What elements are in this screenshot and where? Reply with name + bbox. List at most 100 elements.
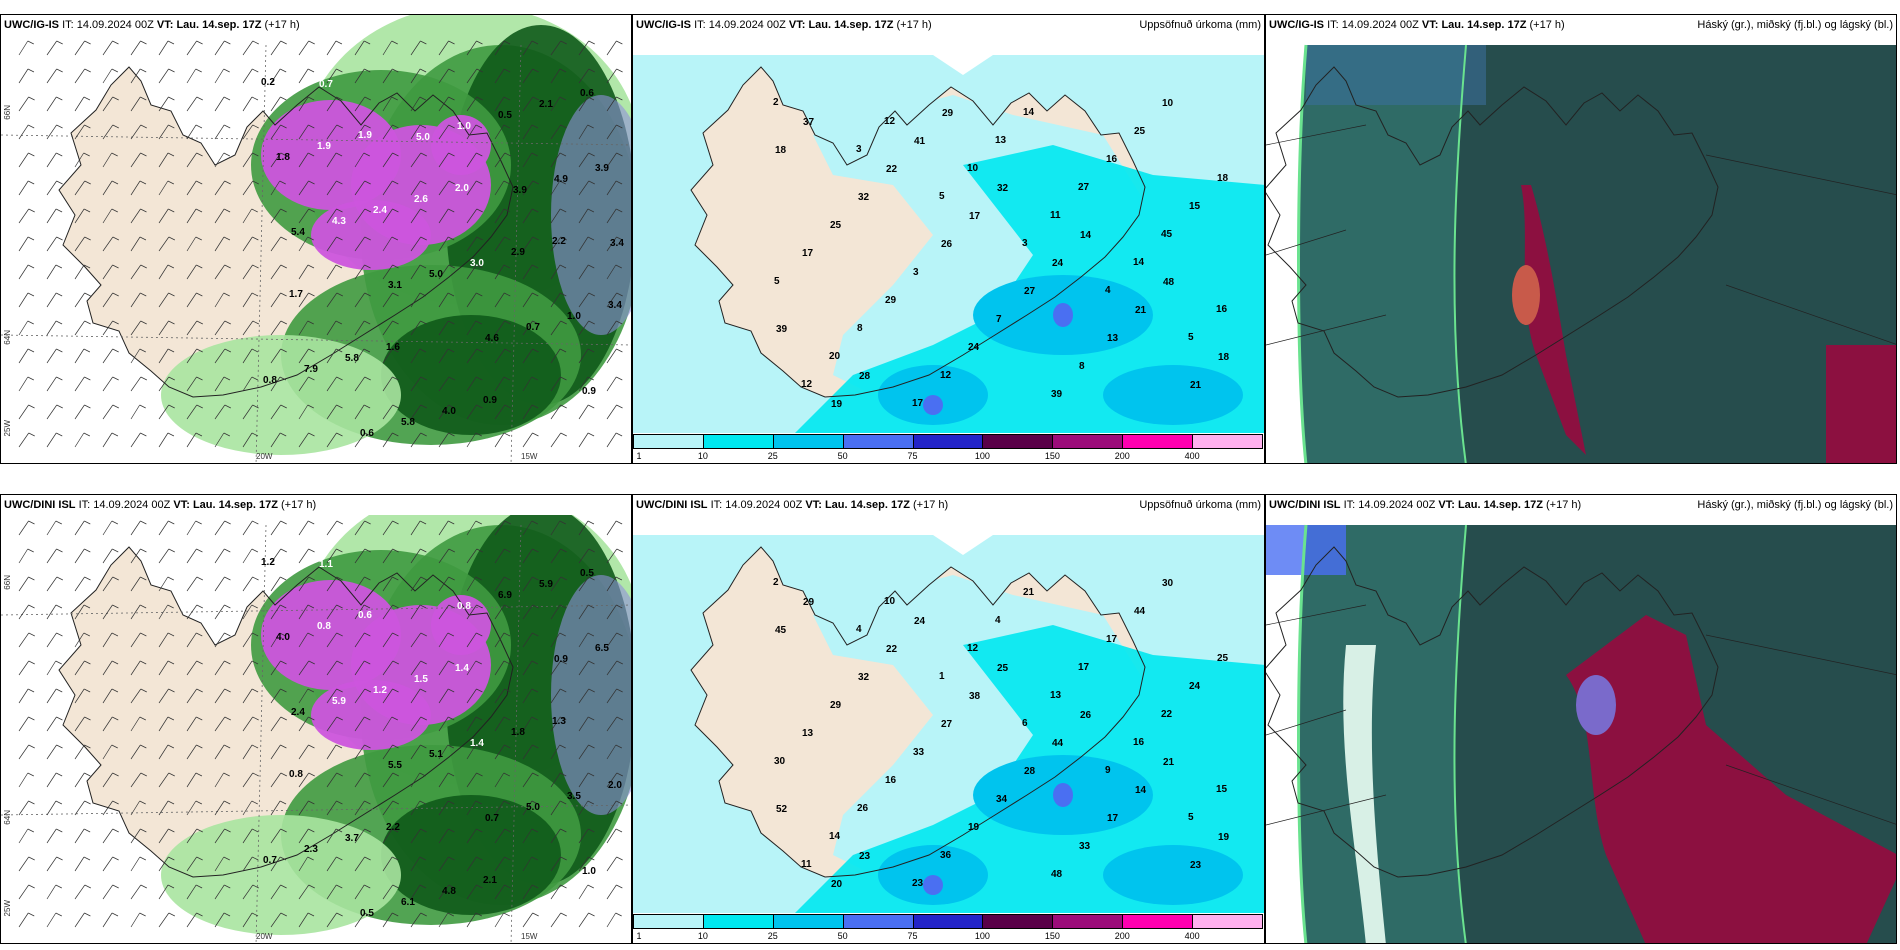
colorbar-swatch <box>772 434 844 449</box>
precip-value-label: 16 <box>1106 154 1118 165</box>
precip-value-label: 4 <box>995 615 1001 626</box>
wind-value-label: 2.9 <box>511 247 525 258</box>
precip-value-label: 33 <box>1079 841 1091 852</box>
panel-header: UWC/IG-IS IT: 14.09.2024 00Z VT: Lau. 14… <box>4 19 300 31</box>
precip-value-label: 14 <box>1080 230 1092 241</box>
precip-value-label: 22 <box>1161 709 1173 720</box>
colorbar-swatch <box>842 914 914 929</box>
wind-value-label: 1.1 <box>319 559 333 570</box>
precip-value-label: 12 <box>884 116 896 127</box>
wind-value-label: 0.9 <box>483 395 497 406</box>
lon-label-15: 15W <box>521 932 538 941</box>
wind-value-label: 4.9 <box>554 174 568 185</box>
precip-value-label: 16 <box>1216 304 1228 315</box>
precip-value-label: 48 <box>1051 869 1063 880</box>
colorbar-tick: 1 <box>636 451 642 461</box>
precip-value-label: 19 <box>1218 832 1230 843</box>
precip-value-label: 25 <box>997 663 1009 674</box>
wind-value-label: 3.5 <box>567 791 581 802</box>
precip-value-label: 27 <box>1024 286 1036 297</box>
colorbar-tick: 400 <box>1184 931 1200 941</box>
precip-value-label: 20 <box>831 879 843 890</box>
cloud-panel-top: UWC/IG-IS IT: 14.09.2024 00Z VT: Lau. 14… <box>1265 14 1897 464</box>
precip-value-label: 23 <box>1190 860 1202 871</box>
wind-value-label: 2.3 <box>304 844 318 855</box>
colorbar-tick: 10 <box>697 931 708 941</box>
wind-value-label: 3.0 <box>470 258 484 269</box>
precip-value-label: 22 <box>886 644 898 655</box>
panel-header: UWC/DINI ISL IT: 14.09.2024 00Z VT: Lau.… <box>633 495 1264 515</box>
wind-value-label: 0.2 <box>261 77 275 88</box>
precip-value-label: 25 <box>1217 653 1229 664</box>
colorbar-tick: 25 <box>767 931 778 941</box>
wind-value-label: 4.0 <box>442 406 456 417</box>
wind-value-label: 1.8 <box>511 727 525 738</box>
wind-value-label: 1.0 <box>582 866 596 877</box>
wind-value-label: 5.8 <box>401 417 415 428</box>
precip-value-label: 38 <box>969 691 981 702</box>
panel-header: UWC/DINI ISL IT: 14.09.2024 00Z VT: Lau.… <box>1 495 631 515</box>
model-name: UWC/IG-IS <box>4 19 59 31</box>
colorbar-tick: 400 <box>1184 451 1200 461</box>
wind-value-label: 6.5 <box>595 643 609 654</box>
precip-value-label: 1 <box>939 671 945 682</box>
wind-value-label: 0.8 <box>289 769 303 780</box>
colorbar-tick: 150 <box>1044 451 1060 461</box>
lon-label-20: 20W <box>256 452 273 461</box>
precip-value-label: 9 <box>1105 765 1111 776</box>
precip-value-label: 17 <box>969 211 981 222</box>
precip-value-label: 12 <box>967 643 979 654</box>
precip-value-label: 28 <box>1024 766 1036 777</box>
precip-value-label: 23 <box>859 851 871 862</box>
wind-value-label: 0.6 <box>580 88 594 99</box>
colorbar-swatch <box>633 914 704 929</box>
precip-value-label: 14 <box>829 831 841 842</box>
precip-panel-bottom: UWC/DINI ISL IT: 14.09.2024 00Z VT: Lau.… <box>632 494 1265 944</box>
wind-value-label: 5.0 <box>429 269 443 280</box>
precip-value-label: 32 <box>858 672 870 683</box>
precip-value-label: 32 <box>997 183 1009 194</box>
colorbar-swatch <box>772 914 844 929</box>
colorbar-swatch <box>1192 434 1263 449</box>
panel-header: UWC/DINI ISL IT: 14.09.2024 00Z VT: Lau.… <box>1266 495 1896 515</box>
wind-value-label: 5.1 <box>429 749 443 760</box>
colorbar-tick: 1 <box>636 931 642 941</box>
colorbar-tick: 200 <box>1114 451 1130 461</box>
colorbar-swatch <box>1052 434 1124 449</box>
precip-value-label: 3 <box>856 144 862 155</box>
wind-value-label: 4.6 <box>485 333 499 344</box>
precip-value-label: 2 <box>773 577 779 588</box>
precip-value-label: 22 <box>886 164 898 175</box>
precip-value-label: 16 <box>1133 737 1145 748</box>
precip-value-label: 45 <box>1161 229 1173 240</box>
precip-value-label: 13 <box>802 728 814 739</box>
precip-value-label: 21 <box>1023 587 1035 598</box>
lat-label-64: 64N <box>3 330 12 345</box>
wind-value-label: 5.5 <box>388 760 402 771</box>
wind-value-label: 2.6 <box>414 194 428 205</box>
panel-header: UWC/IG-IS IT: 14.09.2024 00Z VT: Lau. 14… <box>633 15 1264 35</box>
wind-value-label: 4.3 <box>332 216 346 227</box>
wind-value-label: 1.5 <box>414 674 428 685</box>
precip-map-top: 2353451212101114162017132745581214161517… <box>633 15 1264 463</box>
precip-value-label: 27 <box>941 719 953 730</box>
wind-value-label: 0.5 <box>580 568 594 579</box>
precip-value-label: 19 <box>968 822 980 833</box>
colorbar-tick: 50 <box>837 931 848 941</box>
wind-value-label: 0.7 <box>485 813 499 824</box>
precip-value-label: 10 <box>884 596 896 607</box>
wind-value-label: 6.9 <box>498 590 512 601</box>
wind-value-label: 1.9 <box>317 141 331 152</box>
wind-value-label: 3.9 <box>513 185 527 196</box>
lat-label-66: 66N <box>3 105 12 120</box>
precip-value-label: 21 <box>1190 380 1202 391</box>
colorbar-tick: 10 <box>697 451 708 461</box>
precip-value-label: 21 <box>1135 305 1147 316</box>
wind-value-label: 0.9 <box>554 654 568 665</box>
wind-value-label: 6.1 <box>401 897 415 908</box>
wind-value-label: 2.2 <box>386 822 400 833</box>
precip-value-label: 36 <box>940 850 952 861</box>
precip-value-label: 17 <box>1106 634 1118 645</box>
precip-value-label: 5 <box>939 191 945 202</box>
precip-value-label: 48 <box>1163 277 1175 288</box>
